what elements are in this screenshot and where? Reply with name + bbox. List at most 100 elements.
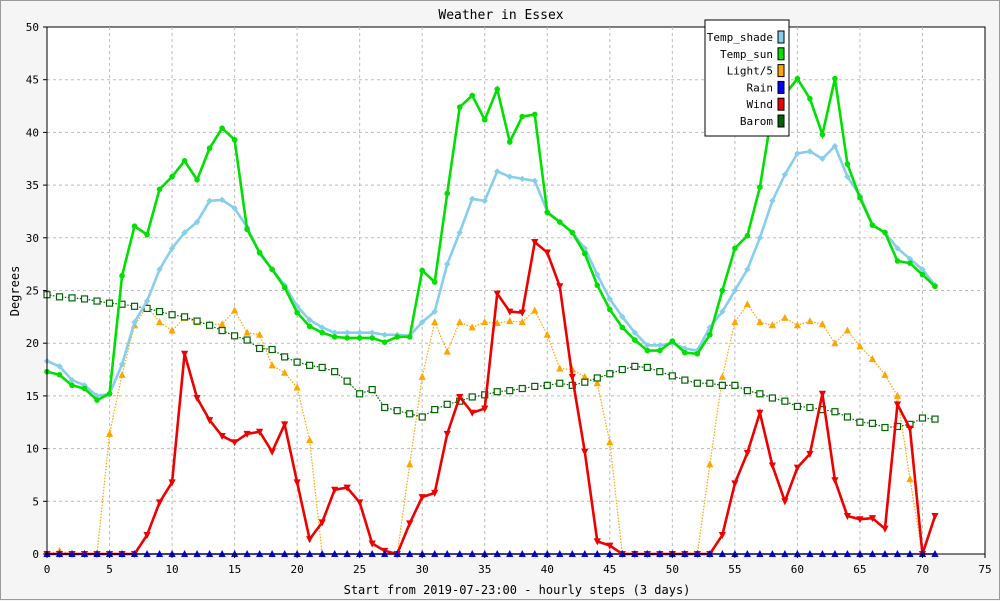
temp-shade-point (781, 171, 789, 178)
wind-point (543, 249, 551, 257)
wind-point (168, 479, 176, 487)
temp-sun-point (394, 334, 400, 340)
wind-point (193, 395, 201, 403)
temp-sun-point (319, 329, 325, 336)
y-tick-label: 10 (26, 443, 39, 456)
temp-shade-point (318, 324, 326, 331)
y-tick-label: 15 (26, 390, 39, 403)
temp-sun-point (682, 349, 688, 356)
x-tick-label: 55 (728, 563, 741, 576)
temp-sun-point (281, 284, 288, 291)
barom-point (368, 385, 376, 394)
series-barom (43, 291, 939, 432)
x-tick-label: 30 (416, 563, 429, 576)
temp-shade-point (68, 376, 76, 384)
barom-point (731, 381, 739, 389)
y-tick-label: 35 (26, 179, 39, 192)
temp-shade-point (756, 234, 764, 241)
temp-sun-point (231, 136, 238, 143)
temp-sun-point (632, 337, 638, 343)
temp-shade-point (193, 218, 201, 226)
barom-point (668, 372, 676, 380)
temp-sun-point (519, 113, 526, 120)
barom-point (356, 390, 364, 398)
temp-sun-point (119, 272, 125, 279)
barom-point (781, 397, 789, 405)
light-5-point (168, 326, 176, 334)
temp-shade-point (581, 245, 588, 252)
barom-point (256, 344, 264, 353)
legend-label-light-5: Light/5 (727, 65, 773, 78)
barom-point (681, 376, 689, 384)
temp-shade-point (531, 177, 538, 185)
barom-point (318, 363, 326, 372)
barom-point (155, 307, 164, 316)
temp-shade-point (744, 266, 751, 273)
temp-sun-point (69, 382, 75, 389)
barom-point (406, 410, 414, 418)
barom-point (281, 353, 289, 361)
barom-point (381, 403, 389, 412)
temp-sun-point (269, 266, 275, 273)
wind-point (518, 309, 526, 317)
wind-point (368, 540, 376, 548)
temp-shade-point (181, 229, 188, 236)
temp-sun-point (381, 339, 388, 345)
light-5-point (706, 460, 714, 468)
barom-point (231, 332, 239, 340)
wind-point (606, 542, 614, 550)
temp-sun-point (607, 306, 613, 313)
x-tick-label: 70 (916, 563, 929, 576)
legend-label-barom: Barom (740, 115, 773, 128)
x-tick-label: 40 (541, 563, 554, 576)
x-tick-label: 15 (228, 563, 241, 576)
legend-swatch-barom (777, 114, 785, 128)
light-5-point (431, 318, 439, 326)
barom-point (55, 293, 64, 301)
wind-point (568, 373, 576, 381)
wind-point (318, 519, 326, 527)
temp-shade-point (619, 313, 626, 321)
temp-sun-point (569, 229, 576, 236)
temp-sun-point (832, 75, 838, 82)
wind-point (731, 480, 739, 488)
temp-shade-point (456, 229, 463, 236)
barom-point (343, 377, 351, 385)
barom-point (693, 379, 701, 387)
barom-point (543, 381, 551, 389)
temp-shade-point (56, 363, 63, 370)
temp-sun-point (932, 283, 938, 290)
x-tick-label: 25 (353, 563, 366, 576)
temp-sun-point (94, 397, 100, 403)
wind-point (356, 499, 364, 507)
temp-sun-point (807, 95, 813, 102)
wind-point (256, 428, 264, 436)
wind-point (343, 484, 351, 492)
wind-point (868, 515, 877, 523)
x-tick-label: 0 (44, 563, 51, 576)
wind-point (243, 430, 251, 438)
barom-point (556, 379, 564, 387)
temp-sun-point (194, 177, 200, 183)
wind-point (906, 425, 914, 433)
barom-point (768, 394, 776, 402)
temp-sun-point (181, 158, 188, 164)
temp-shade-point (156, 266, 163, 273)
barom-point (631, 362, 639, 370)
temp-shade-point (494, 168, 501, 175)
barom-point (743, 387, 751, 395)
barom-point (468, 393, 476, 401)
temp-shade-point (644, 342, 651, 349)
light-5-point (793, 321, 801, 329)
temp-sun-point (531, 111, 538, 118)
wind-point (718, 532, 726, 540)
light-5-point (218, 320, 226, 328)
barom-point (581, 378, 589, 386)
barom-point (593, 374, 601, 382)
barom-point (656, 368, 664, 376)
light-5-point (868, 355, 877, 363)
y-tick-label: 25 (26, 285, 39, 298)
temp-shade-point (606, 295, 613, 303)
temp-shade-line (46, 143, 936, 398)
temp-sun-point (694, 350, 701, 357)
